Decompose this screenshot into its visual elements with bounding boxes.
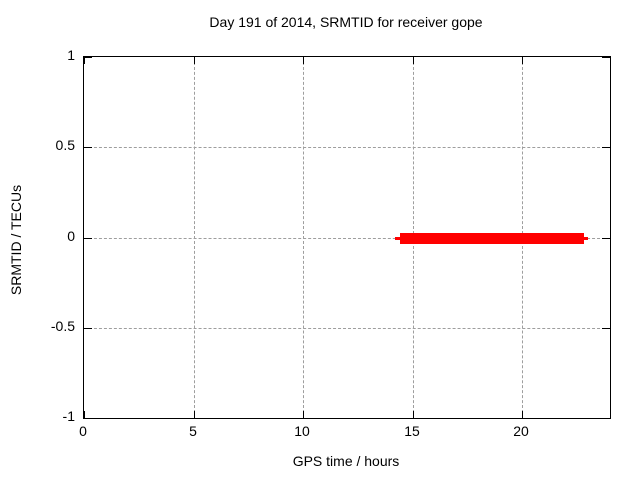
y-tick-label: 0 — [67, 228, 75, 244]
x-tick-label: 5 — [189, 423, 197, 439]
x-tick-mark — [303, 57, 304, 64]
x-gridline — [303, 57, 304, 418]
x-tick-mark — [194, 411, 195, 418]
x-tick-mark — [84, 411, 85, 418]
x-tick-mark — [194, 57, 195, 64]
x-gridline — [194, 57, 195, 418]
y-gridline — [84, 147, 610, 148]
x-tick-mark — [522, 411, 523, 418]
x-tick-label: 20 — [513, 423, 529, 439]
y-tick-mark — [602, 147, 610, 148]
x-tick-label: 0 — [79, 423, 87, 439]
y-tick-label: -0.5 — [50, 318, 75, 334]
plot-area — [83, 56, 611, 419]
x-tick-label: 15 — [404, 423, 420, 439]
x-axis-label: GPS time / hours — [292, 453, 400, 469]
x-tick-mark — [413, 411, 414, 418]
y-gridline — [84, 328, 610, 329]
y-tick-mark — [602, 238, 610, 239]
x-tick-mark — [303, 411, 304, 418]
chart-title: Day 191 of 2014, SRMTID for receiver gop… — [209, 14, 483, 30]
y-gridline — [84, 238, 610, 239]
y-tick-mark — [602, 57, 610, 58]
y-axis-label: SRMTID / TECUs — [8, 184, 24, 296]
y-tick-label: -1 — [62, 408, 75, 424]
x-tick-label: 10 — [294, 423, 310, 439]
y-tick-mark — [84, 147, 92, 148]
x-tick-mark — [413, 57, 414, 64]
y-tick-label: 1 — [67, 47, 75, 63]
x-tick-mark — [522, 57, 523, 64]
y-tick-mark — [84, 57, 92, 58]
x-tick-mark — [84, 57, 85, 64]
y-tick-mark — [84, 238, 92, 239]
y-tick-mark — [602, 418, 610, 419]
y-tick-mark — [84, 328, 92, 329]
y-tick-mark — [84, 418, 92, 419]
y-tick-mark — [602, 328, 610, 329]
y-tick-label: 0.5 — [55, 137, 75, 153]
series-line-srmtid — [400, 233, 584, 244]
